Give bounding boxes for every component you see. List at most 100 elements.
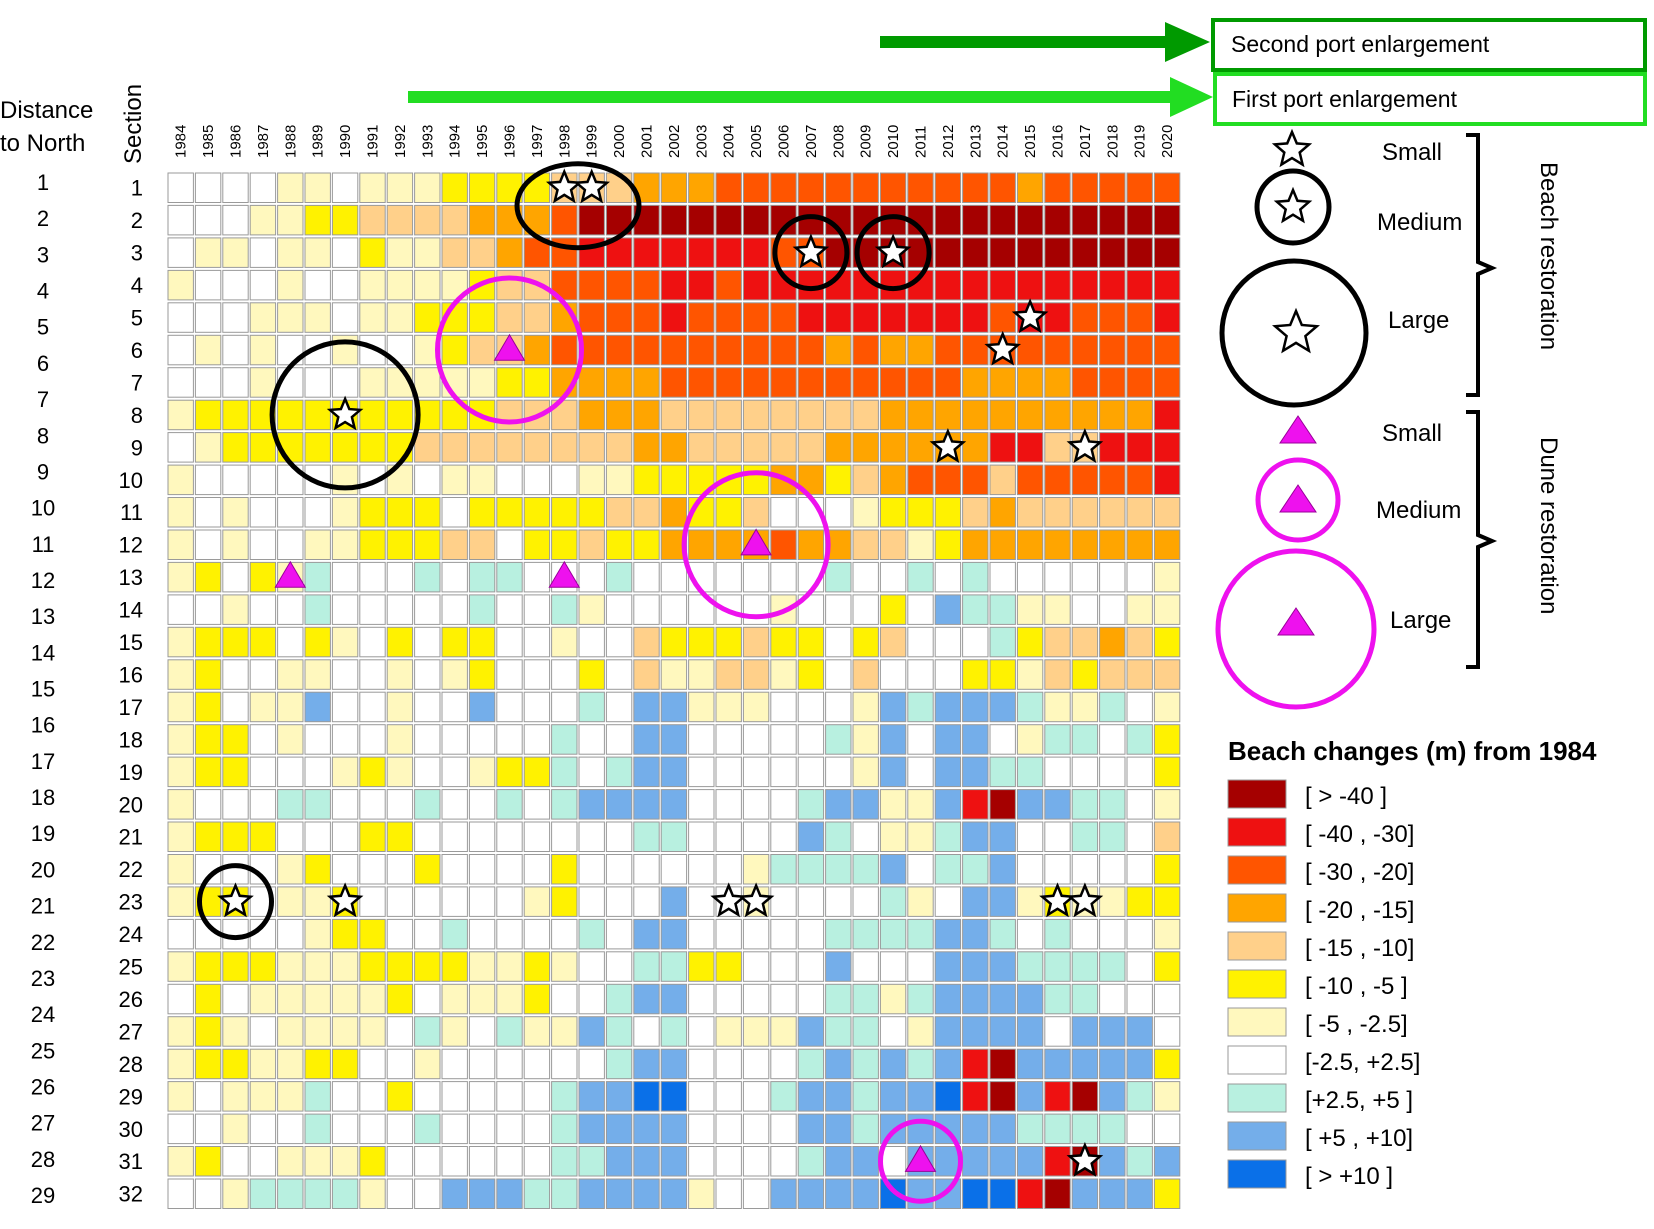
- heatmap-cell: [1071, 626, 1099, 658]
- heatmap-cell: [605, 854, 633, 885]
- heatmap-cell: [907, 302, 934, 333]
- color-legend-label: [-2.5, +2.5]: [1305, 1049, 1420, 1076]
- heatmap-cell: [359, 1146, 386, 1177]
- heatmap-cell: [523, 918, 551, 950]
- heatmap-cell: [688, 756, 715, 788]
- year-tick-label: 1995: [474, 125, 491, 158]
- section-tick-label: 25: [119, 955, 143, 980]
- heatmap-cell: [551, 789, 578, 820]
- heatmap-cell: [742, 561, 770, 593]
- heatmap-cell: [825, 626, 852, 658]
- heatmap-cell: [825, 594, 852, 625]
- heatmap-cell: [660, 1113, 688, 1145]
- heatmap-cell: [1126, 724, 1153, 755]
- heatmap-cell: [468, 237, 496, 268]
- heatmap-cell: [1153, 497, 1181, 528]
- heatmap-cell: [742, 269, 770, 301]
- section-tick-label: 7: [131, 370, 143, 395]
- heatmap-cell: [605, 1016, 633, 1047]
- heatmap-cell: [468, 951, 496, 982]
- heatmap-cell: [304, 1048, 331, 1080]
- heatmap-cell: [304, 237, 331, 268]
- heatmap-cell: [441, 1113, 468, 1145]
- heatmap-cell: [633, 432, 660, 463]
- heatmap-cell: [770, 854, 797, 885]
- heatmap-cell: [633, 983, 660, 1015]
- distance-tick-label: 14: [31, 640, 55, 665]
- heatmap-cell: [852, 854, 879, 885]
- heatmap-cell: [660, 1048, 688, 1080]
- heatmap-cell: [742, 1081, 770, 1112]
- heatmap-cell: [304, 756, 331, 788]
- heatmap-cell: [1126, 464, 1153, 496]
- heatmap-cell: [386, 821, 414, 852]
- heatmap-cell: [249, 1178, 277, 1209]
- heatmap-cell: [989, 529, 1016, 560]
- heatmap-cell: [1016, 789, 1044, 820]
- heatmap-cell: [496, 951, 523, 982]
- heatmap-cell: [962, 1113, 989, 1145]
- heatmap-cell: [770, 432, 797, 463]
- heatmap-cell: [1044, 1081, 1071, 1112]
- heatmap-cell: [1071, 756, 1099, 788]
- heatmap-cell: [852, 302, 879, 333]
- heatmap-cell: [359, 399, 386, 431]
- section-tick-label: 32: [119, 1182, 143, 1207]
- heatmap-cell: [1044, 237, 1071, 268]
- heatmap-cell: [660, 983, 688, 1015]
- heatmap-cell: [468, 464, 496, 496]
- section-tick-label: 26: [119, 987, 143, 1012]
- heatmap-cell: [222, 204, 249, 236]
- heatmap-cell: [825, 659, 852, 690]
- heatmap-cell: [1099, 464, 1126, 496]
- heatmap-cell: [277, 172, 304, 203]
- heatmap-cell: [688, 399, 715, 431]
- heatmap-cell: [167, 821, 194, 852]
- heatmap-cell: [660, 1146, 688, 1177]
- heatmap-cell: [331, 594, 359, 625]
- year-tick-label: 2017: [1077, 125, 1094, 158]
- heatmap-cell: [879, 1048, 907, 1080]
- heatmap-cell: [359, 691, 386, 723]
- distance-tick-label: 10: [31, 496, 55, 521]
- heatmap-cell: [167, 399, 194, 431]
- heatmap-cell: [1044, 464, 1071, 496]
- heatmap-cell: [386, 724, 414, 755]
- heatmap-cell: [551, 918, 578, 950]
- heatmap-cell: [688, 237, 715, 268]
- heatmap-cell: [989, 399, 1016, 431]
- heatmap-cell: [715, 983, 742, 1015]
- heatmap-cell: [879, 951, 907, 982]
- heatmap-cell: [660, 269, 688, 301]
- heatmap-cell: [1126, 302, 1153, 333]
- heatmap-cell: [277, 659, 304, 690]
- heatmap-cell: [660, 691, 688, 723]
- heatmap-cell: [770, 302, 797, 333]
- section-tick-label: 29: [119, 1084, 143, 1109]
- heatmap-cell: [496, 561, 523, 593]
- heatmap-cell: [222, 529, 249, 560]
- heatmap-cell: [304, 1016, 331, 1047]
- heatmap-cell: [1153, 432, 1181, 463]
- heatmap-cell: [742, 172, 770, 203]
- year-tick-label: 2001: [639, 125, 656, 158]
- heatmap-cell: [1071, 269, 1099, 301]
- heatmap-cell: [1153, 691, 1181, 723]
- heatmap-cell: [1126, 269, 1153, 301]
- distance-tick-label: 23: [31, 966, 55, 991]
- heatmap-cell: [660, 854, 688, 885]
- heatmap-cell: [359, 626, 386, 658]
- heatmap-cell: [989, 918, 1016, 950]
- heatmap-cell: [605, 1178, 633, 1209]
- heatmap-cell: [1153, 886, 1181, 917]
- heatmap-cell: [496, 821, 523, 852]
- heatmap-cell: [989, 1113, 1016, 1145]
- heatmap-cell: [167, 983, 194, 1015]
- heatmap-cell: [304, 659, 331, 690]
- heatmap-cell: [688, 789, 715, 820]
- heatmap-cell: [386, 1178, 414, 1209]
- heatmap-cell: [962, 269, 989, 301]
- heatmap-cell: [1016, 1016, 1044, 1047]
- heatmap-cell: [249, 1113, 277, 1145]
- heatmap-cell: [1153, 302, 1181, 333]
